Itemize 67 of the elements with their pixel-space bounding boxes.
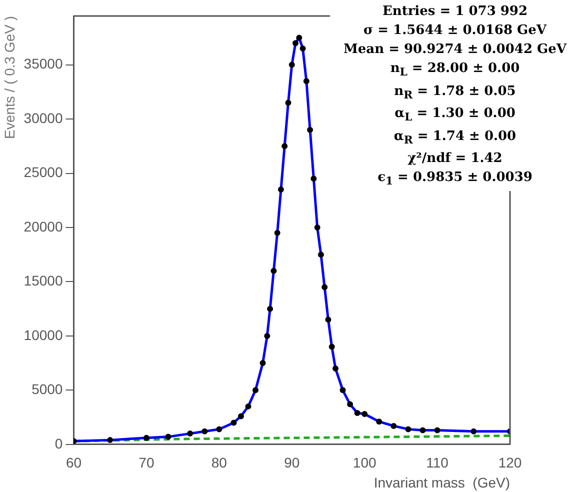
y-tick-label: 10000 xyxy=(24,326,63,343)
point xyxy=(405,426,412,432)
point xyxy=(260,360,266,366)
annotation: σ = 1.5644 ± 0.0168 GeV xyxy=(362,22,548,40)
point xyxy=(354,410,360,416)
point xyxy=(216,426,222,432)
y-tick-label: 20000 xyxy=(24,218,63,234)
x-axis-title: Invariant mass (GeV) xyxy=(374,474,510,490)
point xyxy=(300,46,306,52)
point xyxy=(420,427,426,434)
point xyxy=(296,34,302,41)
point xyxy=(292,40,298,46)
point xyxy=(187,430,194,437)
point xyxy=(270,268,277,274)
y-tick-label: 5000 xyxy=(32,381,63,398)
point xyxy=(285,100,292,106)
point xyxy=(470,428,477,434)
annotation: α$_{L}$ = 1.30 ± 0.00 xyxy=(394,105,516,126)
point xyxy=(303,78,310,84)
y-tick-label: 25000 xyxy=(24,164,63,180)
point xyxy=(107,437,114,444)
point xyxy=(434,427,440,434)
point xyxy=(252,387,259,394)
y-tick-label: 35000 xyxy=(24,56,63,72)
x-tick-label: 80 xyxy=(211,454,228,471)
point xyxy=(165,434,172,440)
annotation: n$_{R}$ = 1.78 ± 0.05 xyxy=(393,82,517,104)
point xyxy=(332,365,338,372)
point xyxy=(328,344,335,350)
annotation: χ²/ndf = 1.42 xyxy=(406,150,504,168)
point xyxy=(278,186,284,193)
point xyxy=(325,316,332,323)
point xyxy=(238,413,244,420)
point xyxy=(390,422,397,429)
point xyxy=(318,252,324,258)
x-tick-label: 100 xyxy=(352,454,376,471)
point xyxy=(267,306,274,312)
x-tick-label: 90 xyxy=(284,454,300,471)
annotation: Entries = 1 073 992 xyxy=(381,3,529,21)
point xyxy=(264,332,270,339)
point xyxy=(282,143,288,150)
point xyxy=(230,420,237,426)
x-tick-label: 60 xyxy=(66,454,82,471)
y-tick-label: 15000 xyxy=(24,272,63,289)
annotation: n$_{L}$ = 28.00 ± 0.00 xyxy=(389,60,521,81)
y-axis-title: Events / ( 0.3 GeV ) xyxy=(1,16,18,139)
point xyxy=(310,176,317,182)
point xyxy=(322,284,328,290)
annotation: Mean = 90.9274 ± 0.0042 GeV xyxy=(342,41,568,59)
point xyxy=(362,411,368,418)
point xyxy=(288,62,295,68)
point xyxy=(340,387,346,394)
y-tick-label: 30000 xyxy=(24,110,63,126)
y-tick-label: 0 xyxy=(54,435,63,452)
annotation: α$_{R}$ = 1.74 ± 0.00 xyxy=(392,128,518,148)
x-tick-label: 70 xyxy=(138,454,154,471)
point xyxy=(245,403,252,410)
point xyxy=(307,126,314,133)
x-tick-label: 110 xyxy=(426,454,449,471)
point xyxy=(274,230,280,236)
point xyxy=(376,418,382,425)
point xyxy=(314,224,320,230)
x-tick-label: 120 xyxy=(498,454,522,471)
annotation: ϵ$_{1}$ = 0.9835 ± 0.0039 xyxy=(376,169,534,190)
point xyxy=(143,434,150,441)
point xyxy=(347,401,354,408)
point xyxy=(202,428,208,434)
